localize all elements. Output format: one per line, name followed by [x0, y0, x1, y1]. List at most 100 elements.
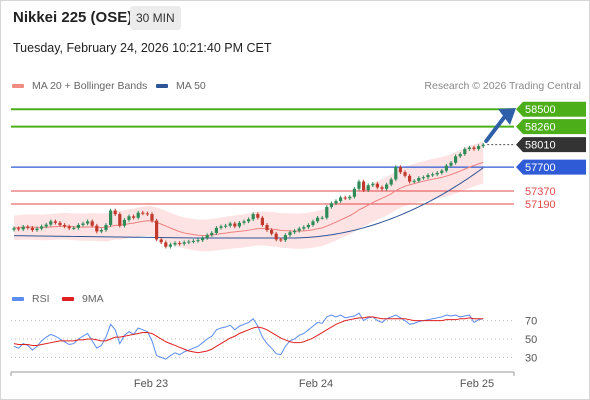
level-label-58500: 58500: [525, 104, 556, 116]
candle: [122, 218, 126, 228]
candle: [339, 195, 343, 203]
candle-body: [237, 222, 241, 227]
ma50-swatch: [156, 84, 168, 89]
candle-body: [132, 216, 136, 218]
candle: [435, 171, 439, 177]
candle-body: [306, 224, 310, 228]
candle: [182, 240, 186, 246]
candle: [412, 179, 416, 184]
candle-body: [127, 216, 131, 220]
forecast-arrow-shaft: [484, 113, 508, 144]
candle-body: [63, 224, 67, 227]
candle: [150, 212, 154, 223]
candle: [449, 160, 453, 168]
candle: [385, 182, 389, 191]
ma50-line: [13, 167, 484, 239]
candle-body: [224, 225, 228, 227]
candle-body: [417, 177, 421, 181]
candle-body: [86, 221, 90, 224]
candle-body: [279, 239, 283, 241]
candle: [242, 219, 246, 225]
candle-body: [320, 217, 324, 219]
candle: [302, 225, 306, 231]
candle: [104, 223, 108, 232]
candle: [260, 215, 264, 227]
candle: [472, 145, 476, 151]
candle-body: [141, 212, 145, 214]
candle: [394, 165, 398, 182]
candle: [178, 241, 182, 246]
candle-body: [104, 224, 108, 231]
candle: [136, 210, 140, 220]
candle-body: [265, 224, 269, 231]
legend-label-ma50: MA 50: [176, 80, 206, 92]
candle-body: [458, 154, 462, 157]
candle-body: [81, 223, 85, 225]
candle-body: [168, 244, 172, 247]
candle: [17, 226, 21, 232]
candle: [458, 152, 462, 159]
candle-body: [44, 224, 48, 227]
candle: [403, 170, 407, 178]
candle-body: [196, 240, 200, 242]
candle-body: [302, 227, 306, 229]
candle: [95, 223, 99, 234]
candle: [481, 142, 485, 148]
level-label-58260: 58260: [525, 122, 556, 134]
candle: [421, 175, 425, 180]
candle-body: [122, 219, 126, 226]
candle: [187, 239, 191, 245]
candle-body: [260, 217, 264, 225]
level-label-57370: 57370: [525, 186, 556, 198]
candle: [256, 212, 260, 220]
candle: [168, 242, 172, 249]
candle: [247, 217, 251, 224]
candle: [145, 211, 149, 216]
candle: [86, 219, 90, 226]
candle: [72, 226, 76, 231]
candle-body: [26, 226, 30, 228]
candle-body: [357, 181, 361, 189]
candle: [214, 226, 218, 235]
level-tag-58010: [516, 137, 586, 153]
forecast-arrow-head: [498, 108, 516, 126]
interval-badge[interactable]: 30 MIN: [130, 6, 181, 30]
candle-body: [343, 197, 347, 199]
copyright-text: Research © 2026 Trading Central: [424, 80, 581, 92]
candle-body: [385, 184, 389, 189]
rsi-line: [13, 312, 484, 360]
candle: [113, 208, 117, 216]
candle: [431, 172, 435, 177]
candle-body: [159, 239, 163, 243]
candle: [40, 224, 44, 231]
candle-body: [12, 228, 16, 230]
candle-body: [155, 220, 159, 240]
candle: [237, 221, 241, 229]
candle-body: [463, 149, 467, 155]
candle-body: [72, 227, 76, 229]
candle: [398, 165, 402, 174]
candle-body: [398, 167, 402, 173]
candle-body: [274, 233, 278, 240]
candle-body: [173, 243, 177, 245]
candle-body: [334, 201, 338, 204]
candle-body: [76, 224, 80, 228]
candle-body: [233, 223, 237, 227]
candle: [444, 163, 448, 173]
candle-body: [150, 214, 154, 221]
candle: [67, 224, 71, 231]
candle-body: [472, 147, 476, 150]
candle-body: [49, 221, 53, 225]
candle: [205, 233, 209, 240]
candle: [35, 226, 39, 232]
level-label-57700: 57700: [525, 162, 556, 174]
candle-body: [210, 232, 214, 236]
legend-item-rsi: RSI: [12, 293, 50, 305]
header: Nikkei 225 (OSE) 30 MIN: [0, 0, 590, 36]
candle-body: [380, 187, 384, 189]
candle-body: [17, 228, 21, 230]
candle: [293, 228, 297, 235]
candle: [288, 230, 292, 237]
candle-body: [288, 232, 292, 236]
candle: [426, 173, 430, 180]
